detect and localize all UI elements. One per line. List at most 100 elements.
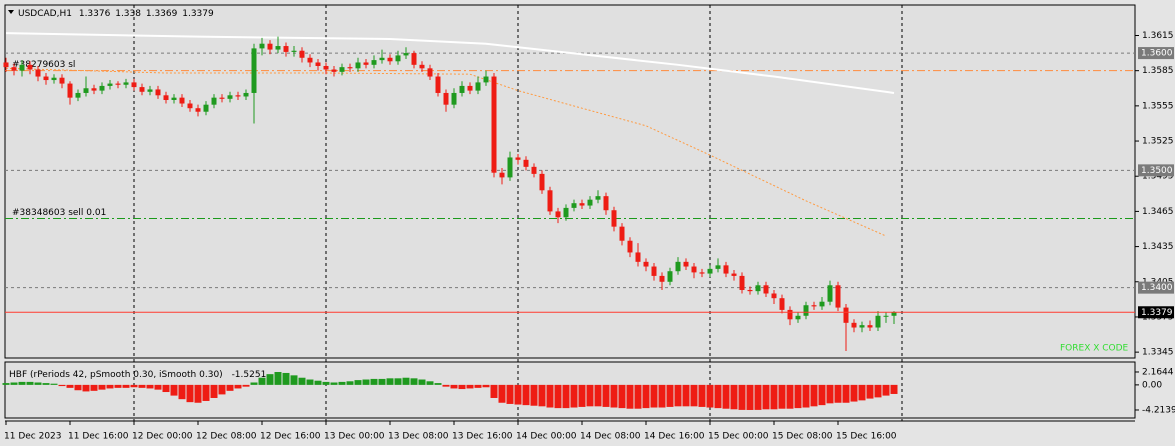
header-open: 1.3376: [79, 9, 111, 19]
candle-body: [163, 95, 169, 100]
candle-body: [763, 285, 769, 294]
histogram-bar: [258, 377, 266, 385]
candle-body: [451, 92, 457, 105]
histogram-bar: [498, 384, 506, 403]
candle-body: [275, 46, 281, 50]
histogram-bar: [770, 384, 778, 410]
candle-body: [499, 172, 505, 178]
candle-body: [19, 64, 25, 71]
candle-body: [91, 88, 97, 91]
histogram-bar: [210, 384, 218, 398]
histogram-bar: [786, 384, 794, 409]
histogram-bar: [34, 382, 42, 385]
candle-body: [875, 315, 881, 328]
candle-body: [587, 199, 593, 206]
histogram-bar: [626, 384, 634, 409]
candle-body: [307, 57, 313, 63]
histogram-bar: [378, 378, 386, 385]
histogram-bar: [42, 383, 50, 385]
histogram-bar: [426, 381, 434, 385]
histogram-bar: [690, 384, 698, 407]
candle-body: [59, 77, 65, 84]
candle-body: [267, 43, 273, 50]
x-tick-label: 12 Dec 00:00: [132, 432, 193, 442]
candle-body: [331, 69, 337, 72]
histogram-bar: [434, 383, 442, 385]
candle-body: [107, 83, 113, 86]
candle-body: [787, 309, 793, 320]
y-tick-label: 1.3585: [1142, 66, 1174, 76]
histogram-bar: [890, 384, 898, 394]
candle-body: [547, 190, 553, 212]
histogram-bar: [602, 384, 610, 407]
histogram-bar: [834, 384, 842, 403]
candle-body: [635, 252, 641, 262]
x-tick-label: 12 Dec 16:00: [260, 432, 321, 442]
histogram-bar: [570, 384, 578, 408]
candle-body: [771, 293, 777, 299]
y-tick-label: 1.3525: [1142, 137, 1174, 147]
candle-body: [419, 64, 425, 69]
histogram-bar: [594, 384, 602, 407]
histogram-bar: [818, 384, 826, 406]
histogram-bar: [314, 380, 322, 385]
candle-body: [379, 57, 385, 61]
x-tick-label: 13 Dec 00:00: [324, 432, 385, 442]
candle-body: [283, 46, 289, 52]
histogram-bar: [354, 380, 362, 385]
candle-body: [347, 67, 353, 69]
candle-body: [851, 322, 857, 328]
candle-body: [243, 92, 249, 97]
candle-body: [75, 92, 81, 98]
candle-body: [827, 285, 833, 302]
candle-body: [739, 275, 745, 290]
candle-body: [667, 271, 673, 282]
candle-body: [139, 87, 145, 92]
candle-body: [795, 315, 801, 320]
histogram-bar: [706, 384, 714, 408]
y-tick-label: -4.2139: [1142, 405, 1175, 415]
histogram-bar: [538, 384, 546, 407]
histogram-bar: [698, 384, 706, 407]
histogram-bar: [226, 384, 234, 391]
candle-body: [819, 301, 825, 307]
candle-body: [403, 53, 409, 56]
histogram-bar: [330, 382, 338, 385]
y-tick-label: 0.00: [1142, 380, 1162, 390]
histogram-bar: [98, 384, 106, 390]
histogram-bar: [202, 384, 210, 401]
candle-body: [803, 305, 809, 316]
y-tick-label: 1.3495: [1142, 172, 1174, 182]
indicator-title: HBF (rPeriods 42, pSmooth 0.30, iSmooth …: [9, 370, 266, 380]
candle-body: [251, 48, 257, 93]
histogram-bar: [50, 383, 58, 385]
candle-body: [339, 67, 345, 72]
candle-body: [507, 157, 513, 178]
histogram-bar: [866, 384, 874, 399]
candle-body: [595, 196, 601, 200]
candle-body: [435, 76, 441, 93]
histogram-bar: [114, 384, 122, 388]
histogram-bar: [106, 384, 114, 389]
histogram-bar: [346, 381, 354, 385]
candle-body: [843, 307, 849, 323]
y-tick-label: 1.3345: [1142, 348, 1174, 358]
chart-header: USDCAD,H1 1.3376 1.338 1.3369 1.3379: [18, 9, 214, 19]
price-label: 1.3379: [1141, 308, 1173, 318]
histogram-bar: [642, 384, 650, 409]
histogram-bar: [450, 384, 458, 389]
symbol: USDCAD,H1: [18, 9, 72, 19]
histogram-bar: [754, 384, 762, 410]
histogram-bar: [674, 384, 682, 407]
histogram-bar: [82, 384, 90, 392]
candle-body: [859, 325, 865, 328]
histogram-bar: [10, 382, 18, 385]
candle-body: [659, 275, 665, 282]
histogram-bar: [154, 384, 162, 390]
candle-body: [619, 226, 625, 241]
histogram-bar: [58, 384, 66, 387]
candle-body: [707, 268, 713, 274]
histogram-bar: [402, 377, 410, 385]
histogram-bar: [882, 384, 890, 396]
histogram-bar: [362, 379, 370, 385]
